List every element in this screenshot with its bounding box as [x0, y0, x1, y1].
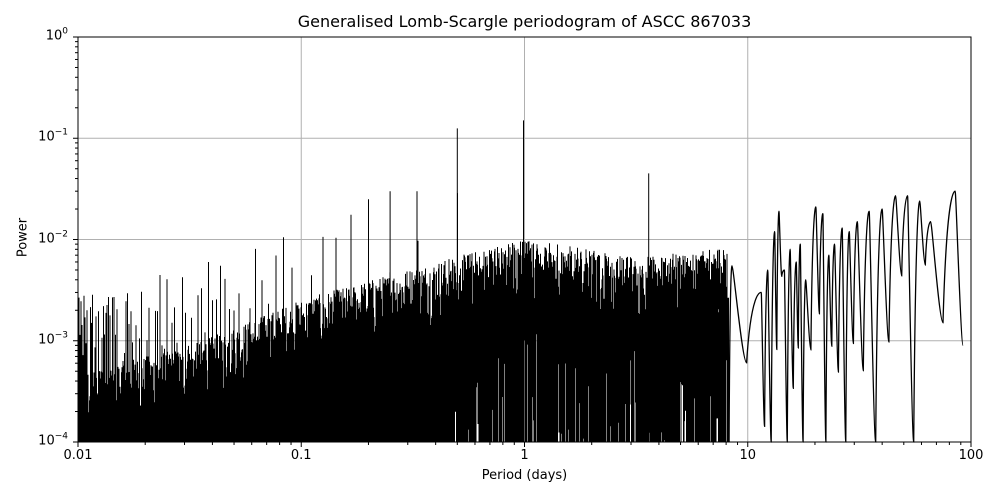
y-tick-label: 10−1: [38, 127, 68, 145]
x-tick-label: 0.1: [290, 448, 312, 463]
x-tick-label: 100: [958, 448, 984, 463]
y-tick-label: 100: [45, 26, 68, 44]
x-axis-label: Period (days): [481, 468, 568, 483]
y-tick-label: 10−2: [38, 229, 68, 246]
chart-title: Generalised Lomb-Scargle periodogram of …: [297, 12, 752, 31]
y-tick-label: 10−3: [38, 330, 68, 348]
y-tick-label: 10−4: [38, 431, 68, 449]
x-tick-label: 1: [520, 448, 529, 463]
tick-marks: [73, 36, 972, 447]
y-axis-label: Power: [15, 217, 31, 258]
periodogram-line: [77, 120, 964, 443]
x-tick-label: 10: [739, 448, 757, 463]
x-tick-label: 0.01: [63, 448, 93, 463]
